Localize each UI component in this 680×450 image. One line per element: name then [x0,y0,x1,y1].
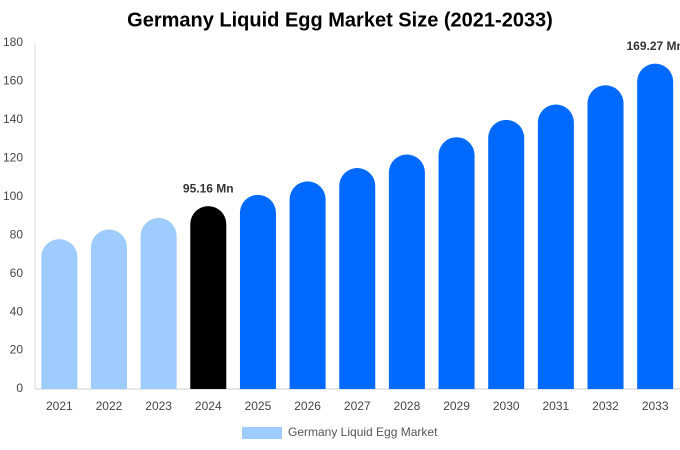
y-tick-label: 0 [16,381,23,395]
x-tick-label: 2033 [642,399,669,413]
x-tick-label: 2021 [46,399,73,413]
y-tick-label: 120 [3,151,23,165]
y-tick-label: 80 [10,227,24,241]
bar [41,239,78,389]
x-tick-label: 2031 [543,399,570,413]
bar [289,181,326,389]
bar [239,194,276,389]
bar [339,167,376,389]
bar [587,85,624,390]
x-tick-label: 2027 [344,399,371,413]
y-tick-label: 160 [3,74,23,88]
y-tick-label: 40 [10,304,24,318]
legend-swatch [242,427,282,439]
x-tick-label: 2025 [245,399,272,413]
bar [90,229,127,389]
bar [190,206,227,389]
bar [488,119,525,389]
x-tick-label: 2029 [443,399,470,413]
bar [140,217,177,389]
x-tick-label: 2024 [195,399,222,413]
value-label: 95.16 Mn [183,181,234,195]
bar [537,104,574,389]
y-tick-label: 100 [3,189,23,203]
y-tick-label: 140 [3,112,23,126]
x-tick-label: 2030 [493,399,520,413]
bar [637,63,674,390]
bar [438,137,475,389]
x-tick-label: 2023 [145,399,172,413]
x-tick-label: 2028 [394,399,421,413]
chart-title: Germany Liquid Egg Market Size (2021-203… [127,9,553,31]
x-tick-label: 2026 [294,399,321,413]
value-label: 169.27 Mn [626,39,680,53]
y-tick-label: 180 [3,35,23,49]
y-tick-label: 60 [10,266,24,280]
x-tick-label: 2032 [592,399,619,413]
legend-label: Germany Liquid Egg Market [288,425,438,439]
x-tick-label: 2022 [96,399,123,413]
y-tick-label: 20 [10,343,24,357]
bar [388,154,425,389]
